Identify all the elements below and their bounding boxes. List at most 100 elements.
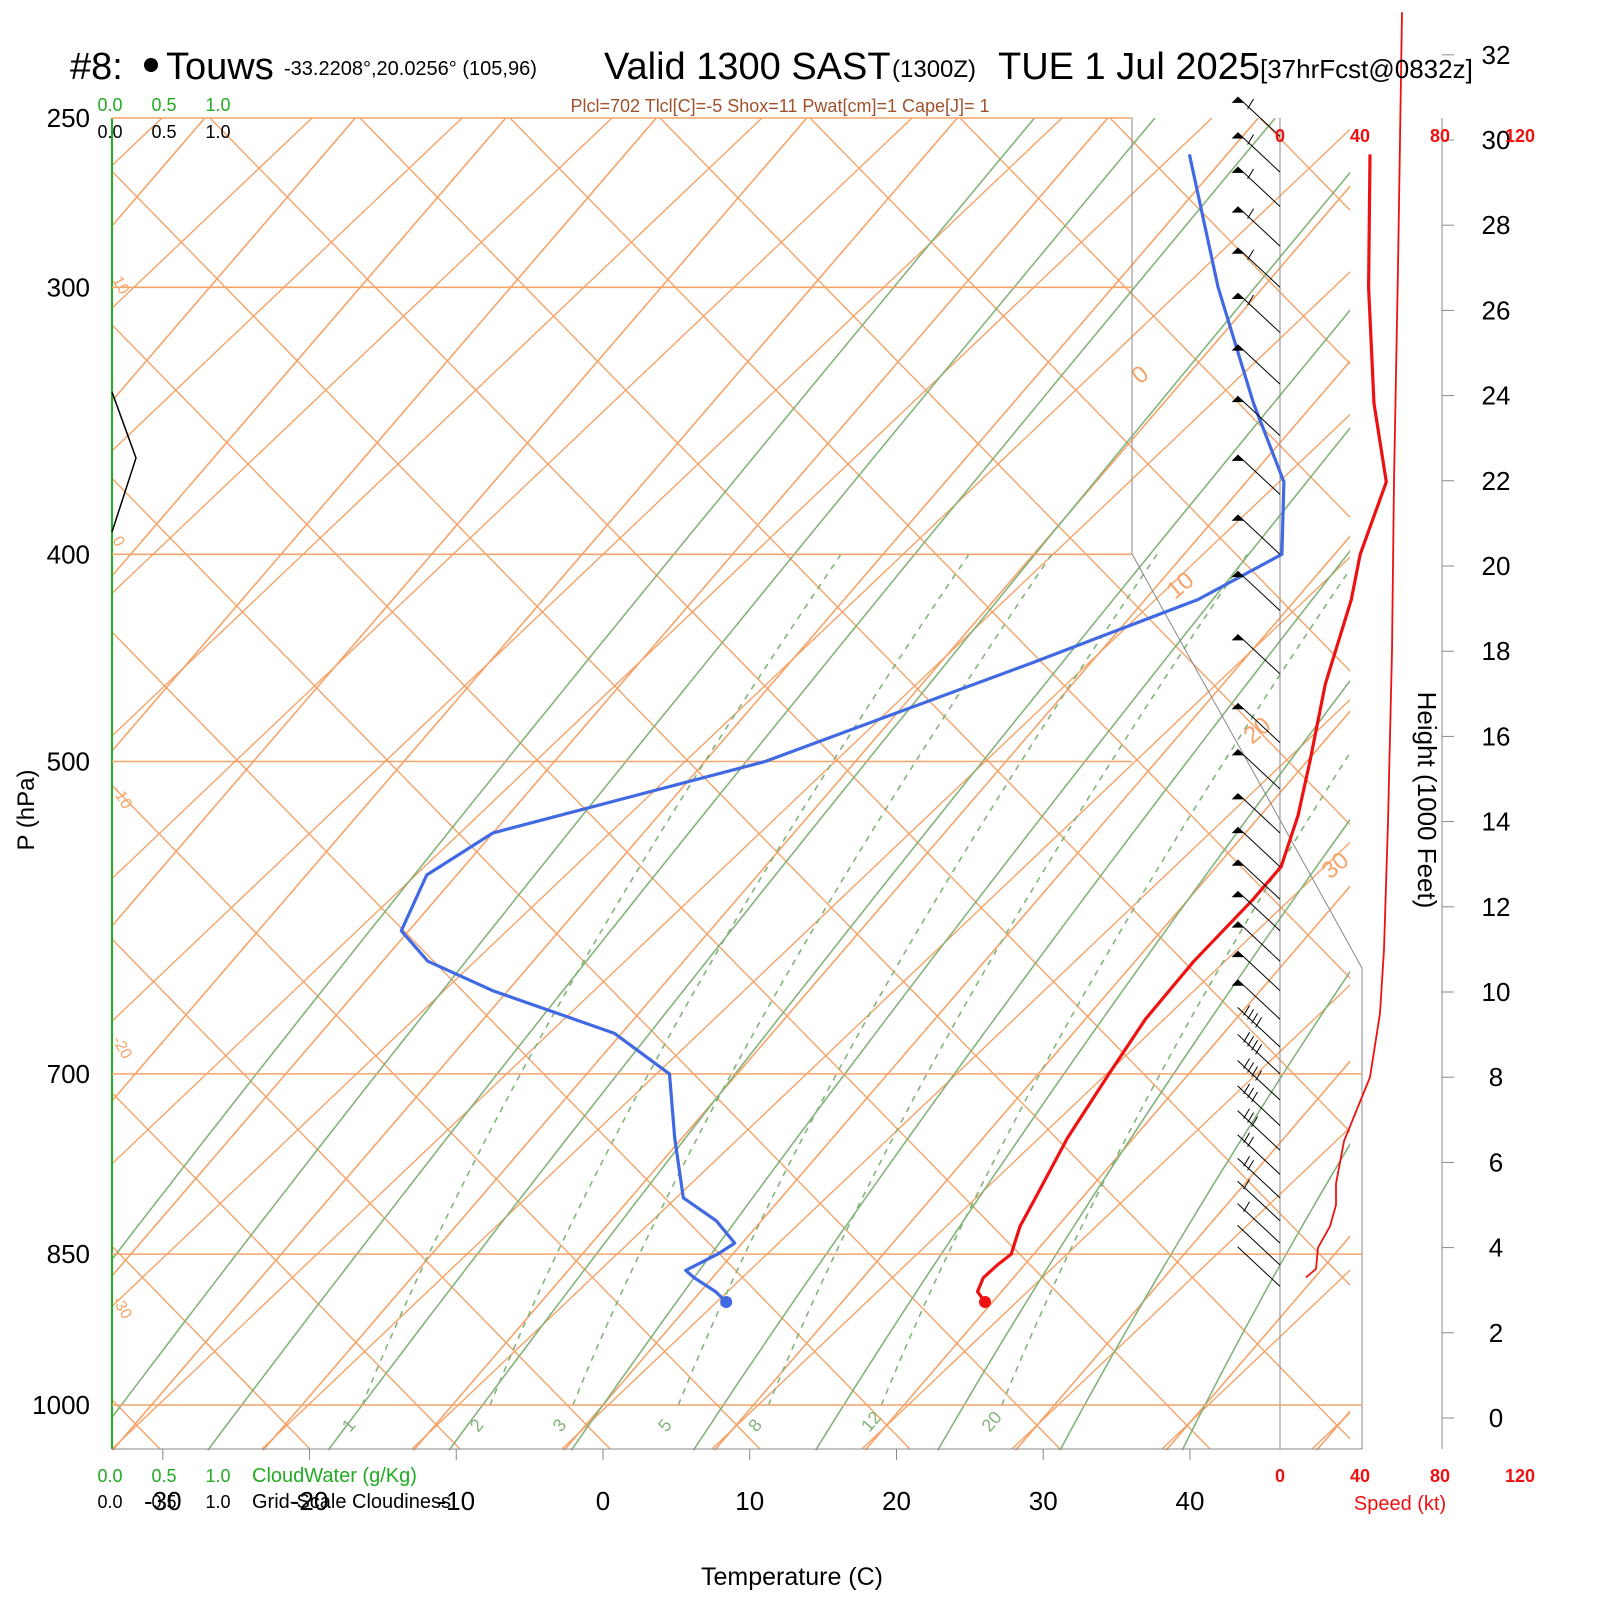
wind-barb-staff xyxy=(1237,1110,1281,1151)
wind-barb-feather xyxy=(1247,1009,1255,1020)
sounding-profiles xyxy=(111,154,1388,1309)
wind-barb-flag xyxy=(1231,921,1244,928)
wind-barb-feather xyxy=(1243,1132,1251,1144)
wind-barb-feather xyxy=(1243,1201,1251,1212)
pressure-tick-400: 400 xyxy=(47,539,90,569)
wind-barb-feather xyxy=(1247,134,1255,145)
cloudwater-scale-top: 1.0 xyxy=(205,95,230,115)
wind-barb-flag xyxy=(1231,571,1244,578)
wind-barb-staff xyxy=(1237,1246,1281,1287)
isotherm-label: 0 xyxy=(1127,360,1155,389)
cloudiness-scale-top: 0.5 xyxy=(151,122,176,142)
zulu-time: (1300Z) xyxy=(892,56,977,83)
wind-barb-flag xyxy=(1231,749,1244,756)
height-tick-label: 14 xyxy=(1482,807,1511,837)
isotherm-line xyxy=(411,556,1350,1450)
wind-barb-feather xyxy=(1255,1044,1263,1055)
isotherm-line xyxy=(112,118,1213,1165)
cloudiness-trace xyxy=(111,391,137,533)
dewpoint-profile xyxy=(399,154,1286,1304)
mixing-ratio-lines xyxy=(361,553,1350,1406)
isotherm-line xyxy=(112,271,1350,1450)
wind-barb-staff xyxy=(1237,247,1281,288)
wind-barb-staff xyxy=(1237,826,1281,868)
isotherm-line xyxy=(112,118,958,1103)
wind-barb-flag xyxy=(1231,206,1244,213)
wind-speed-panel: 0246810121416182022242628303200404080801… xyxy=(1275,12,1535,1486)
height-tick-label: 26 xyxy=(1482,295,1511,325)
isotherm-line xyxy=(713,710,1350,1451)
isotherm-line xyxy=(959,118,1350,519)
wind-barb-feather xyxy=(1247,1036,1255,1047)
height-tick-label: 6 xyxy=(1489,1147,1503,1177)
wind-barb-flag xyxy=(1231,859,1244,866)
wind-barb-feather xyxy=(1255,1017,1263,1028)
isotherm-line xyxy=(1011,1126,1350,1450)
wind-barb-staff xyxy=(1237,1085,1281,1126)
station-name: Touws xyxy=(166,46,274,88)
temperature-tick-label: 10 xyxy=(735,1486,764,1516)
valid-date: TUE 1 Jul 2025 xyxy=(998,46,1260,88)
adiabat-line xyxy=(327,171,1350,1451)
wind-barb-flag xyxy=(1231,247,1244,254)
isotherm-line xyxy=(711,841,1350,1450)
pressure-tick-700: 700 xyxy=(47,1059,90,1089)
adiabat-line xyxy=(692,549,1350,1451)
wind-barb-flag xyxy=(1231,827,1244,834)
wind-barb-staff xyxy=(1237,1203,1281,1244)
isotherm-line xyxy=(112,118,463,452)
wind-barb-flag xyxy=(1231,396,1244,403)
wind-barb-feather xyxy=(1243,1108,1251,1119)
wind-barb-flag xyxy=(1231,166,1244,173)
wind-barb-flag xyxy=(1231,96,1244,103)
height-tick-label: 24 xyxy=(1482,381,1511,411)
wind-barb-feather xyxy=(1243,1156,1251,1167)
temperature-axis-label: Temperature (C) xyxy=(701,1563,883,1591)
wind-barb-feather xyxy=(1247,1136,1255,1148)
wind-barb-staff xyxy=(1237,950,1281,992)
temperature-tick-label: 30 xyxy=(1029,1486,1058,1516)
mixing-ratio-line xyxy=(767,553,1248,1406)
temperature-tick-label: 40 xyxy=(1175,1486,1204,1516)
mixing-ratio-label: 5 xyxy=(654,1415,676,1436)
wind-barb-staff xyxy=(1237,570,1281,611)
wind-barb-feather xyxy=(1247,1112,1255,1123)
mixing-ratio-label: 8 xyxy=(744,1415,766,1436)
wind-barb-staff xyxy=(1237,206,1281,247)
wind-barb-staff xyxy=(1237,96,1281,137)
isotherm-line xyxy=(809,118,1350,672)
temperature-tick-label: 0 xyxy=(596,1486,610,1516)
height-tick-label: 30 xyxy=(1482,125,1511,155)
isotherm-line xyxy=(262,185,1350,1451)
temperature-tick-label: -10 xyxy=(437,1486,475,1516)
pressure-tick-500: 500 xyxy=(47,747,90,777)
wind-barb-feather xyxy=(1243,1005,1251,1016)
height-tick-label: 28 xyxy=(1482,210,1511,240)
wind-barb-flag xyxy=(1231,634,1244,641)
isotherm-line xyxy=(1560,118,1600,1449)
isotherm-line xyxy=(112,118,507,578)
isotherm-line xyxy=(112,118,356,403)
height-tick-label: 2 xyxy=(1489,1318,1503,1348)
cloudiness-scale-bottom: 0.5 xyxy=(151,1492,176,1512)
wind-speed-profile xyxy=(1305,12,1403,1279)
station-dot-icon xyxy=(144,58,158,72)
wind-barb-flag xyxy=(1231,293,1244,300)
adiabat-line xyxy=(814,679,1350,1451)
mixing-ratio-label: 2 xyxy=(466,1415,488,1436)
cloudwater-scale-top: 0.5 xyxy=(151,95,176,115)
wind-barb-staff xyxy=(1237,979,1281,1020)
height-tick-label: 32 xyxy=(1482,40,1511,70)
speed-tick-top: 0 xyxy=(1275,126,1285,146)
wind-barb-staff xyxy=(1237,890,1281,932)
wind-barb-staff xyxy=(1237,132,1281,173)
wind-barb-staff xyxy=(1237,292,1281,333)
isotherm-line xyxy=(112,938,611,1450)
plot-frame xyxy=(111,117,1443,1450)
wind-barb-feather xyxy=(1255,1070,1263,1081)
temperature-tick-label: -20 xyxy=(291,1486,329,1516)
wind-barb-feather xyxy=(1243,1178,1251,1190)
isotherm-line xyxy=(112,118,657,753)
isotherm-line xyxy=(561,698,1350,1450)
